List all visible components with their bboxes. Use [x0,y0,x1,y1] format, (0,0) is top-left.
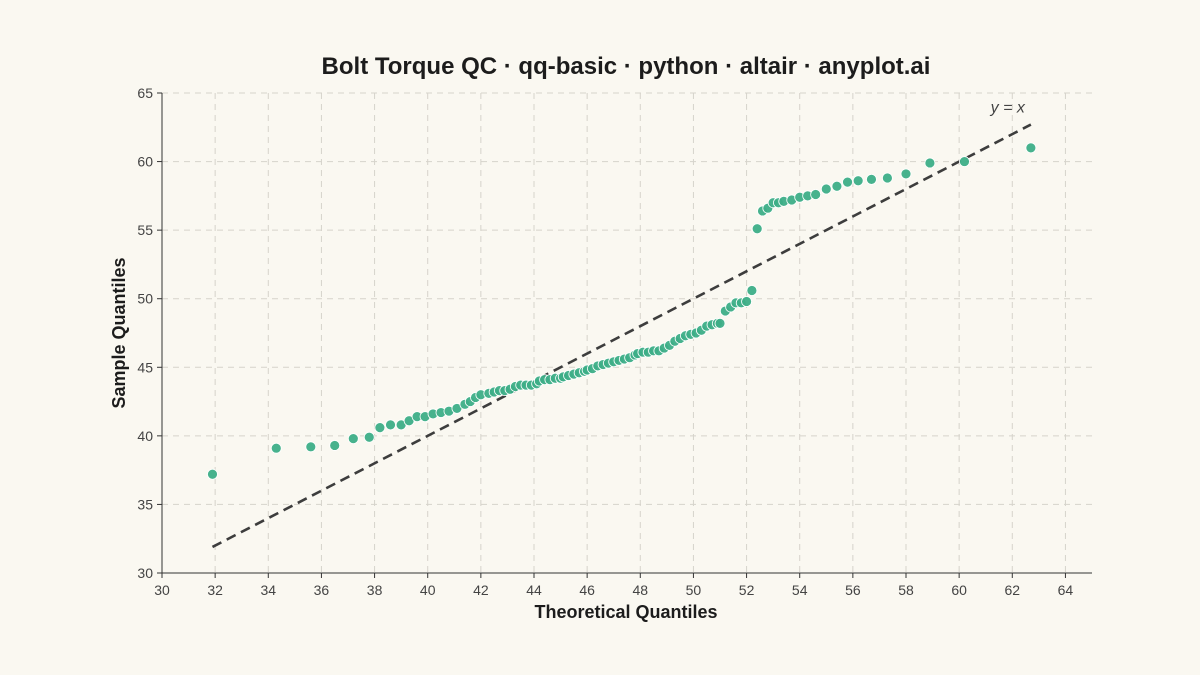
y-tick-label: 65 [137,85,153,101]
x-tick-label: 36 [314,582,330,598]
y-tick-label: 45 [137,359,153,375]
x-tick-label: 44 [526,582,542,598]
data-point [820,183,832,195]
y-tick-label: 35 [137,496,153,512]
data-point [866,173,877,185]
data-point [831,180,843,192]
data-point [746,285,758,296]
data-point [270,442,282,454]
data-point [347,433,359,445]
x-tick-label: 30 [154,582,170,598]
x-tick-label: 64 [1058,582,1074,598]
data-point [1025,142,1037,154]
data-point [305,441,317,453]
data-point [842,176,853,188]
y-tick-label: 40 [137,428,153,444]
reference-line-label: y = x [990,100,1026,117]
data-point [714,317,726,329]
x-tick-label: 42 [473,582,489,598]
data-point [959,156,970,167]
y-tick-label: 60 [137,154,153,170]
data-point [882,172,893,184]
data-point [207,468,218,480]
x-tick-label: 34 [260,582,276,598]
reference-line-group: y = x [211,100,1032,549]
x-tick-label: 50 [686,582,702,598]
x-axis-label: Theoretical Quantiles [534,602,717,622]
x-tick-label: 56 [845,582,861,598]
x-tick-label: 46 [579,582,595,598]
grid [162,92,1092,573]
data-point [385,419,396,431]
data-point [741,296,752,307]
data-point [924,157,936,169]
data-point [900,168,912,180]
chart-title: Bolt Torque QC · qq-basic · python · alt… [322,53,931,80]
x-tick-label: 48 [632,582,648,598]
y-tick-label: 30 [137,565,153,581]
x-tick-label: 32 [207,582,223,598]
data-point [852,175,864,187]
data-point [374,422,386,434]
data-point [329,440,341,451]
data-point [810,189,822,200]
x-tick-label: 62 [1004,582,1020,598]
x-tick-label: 38 [367,582,383,598]
x-tick-label: 52 [739,582,755,598]
data-point [751,223,763,235]
reference-line [211,123,1032,549]
y-tick-label: 50 [137,291,153,307]
x-tick-label: 60 [951,582,967,598]
y-axis-label: Sample Quantiles [109,257,129,408]
x-tick-label: 54 [792,582,808,598]
data-points [207,142,1037,480]
axes: 30 32 34 36 38 40 42 44 46 48 50 52 54 56 58 60 62 64 30 35… [137,85,1092,598]
data-point [363,431,375,443]
x-tick-label: 40 [420,582,436,598]
x-tick-label: 58 [898,582,914,598]
y-tick-label: 55 [137,222,153,238]
